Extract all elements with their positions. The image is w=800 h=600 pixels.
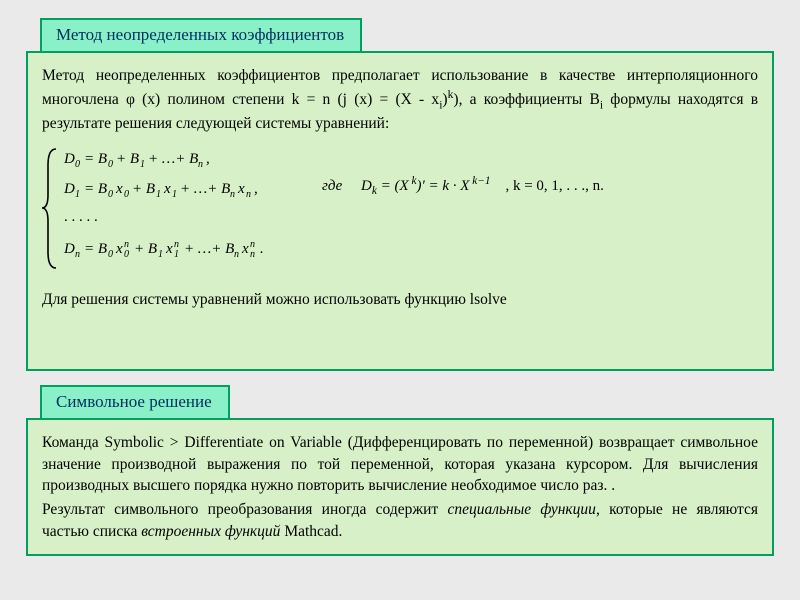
svg-text:+ …+ B: + …+ B: [148, 151, 198, 167]
svg-text:.: .: [260, 241, 264, 257]
section2-title-box: Символьное решение: [40, 385, 230, 420]
svg-text:n: n: [246, 189, 251, 200]
svg-text:x: x: [115, 241, 123, 257]
svg-text:1: 1: [156, 189, 161, 200]
svg-text:+ …+ B: + …+ B: [184, 241, 234, 257]
svg-text:D: D: [63, 151, 75, 167]
svg-text:0: 0: [75, 159, 80, 170]
svg-text:= B: = B: [84, 151, 107, 167]
svg-text:1: 1: [174, 249, 179, 260]
svg-text:+ B: + B: [134, 241, 157, 257]
svg-text:+ …+ B: + …+ B: [180, 181, 230, 197]
equation-dk: где Dk = (X k)′ = k · X k−1 , k = 0, 1, …: [302, 175, 758, 247]
section1-para1: Метод неопределенных коэффициентов предп…: [42, 65, 758, 135]
section1-body: Метод неопределенных коэффициентов предп…: [26, 51, 774, 371]
svg-text:1: 1: [172, 189, 177, 200]
svg-text:x: x: [165, 241, 173, 257]
svg-text:0: 0: [124, 249, 129, 260]
svg-text:1: 1: [140, 159, 145, 170]
svg-text:n: n: [174, 239, 179, 250]
svg-text:x: x: [237, 181, 245, 197]
svg-text:. . . . .: . . . . .: [64, 209, 98, 225]
svg-text:,: ,: [206, 151, 210, 167]
svg-text:+ B: + B: [116, 151, 139, 167]
svg-text:x: x: [163, 181, 171, 197]
svg-text:1: 1: [75, 189, 80, 200]
italic: специальные функции: [447, 501, 596, 518]
txt: Mathcad.: [280, 523, 342, 540]
section2-para1: Команда Symbolic > Differentiate on Vari…: [42, 432, 758, 497]
section2-body: Команда Symbolic > Differentiate on Vari…: [26, 418, 774, 556]
svg-text:D: D: [63, 241, 75, 257]
txt: )′ = k · X: [416, 178, 469, 194]
txt: ), а коэффициенты B: [453, 91, 599, 108]
svg-text:D: D: [63, 181, 75, 197]
svg-text:n: n: [230, 189, 235, 200]
svg-text:n: n: [250, 239, 255, 250]
svg-text:n: n: [250, 249, 255, 260]
svg-text:+ B: + B: [132, 181, 155, 197]
section1-title: Метод неопределенных коэффициентов: [56, 25, 344, 44]
svg-text:n: n: [75, 249, 80, 260]
svg-text:0: 0: [108, 189, 113, 200]
txt: где: [322, 178, 342, 194]
italic: встроенных функций: [141, 523, 280, 540]
svg-text:0: 0: [108, 249, 113, 260]
equation-row: D0 = B0 + B1 + …+ Bn , D1 = B0 x0 + B1 x…: [42, 141, 758, 281]
txt: , k = 0, 1, . . ., n.: [505, 178, 603, 194]
svg-text:n: n: [124, 239, 129, 250]
txt: = (X: [377, 178, 409, 194]
svg-text:1: 1: [158, 249, 163, 260]
section1-para2: Для решения системы уравнений можно испо…: [42, 289, 758, 311]
svg-text:x: x: [115, 181, 123, 197]
svg-text:x: x: [241, 241, 249, 257]
svg-text:0: 0: [124, 189, 129, 200]
svg-text:0: 0: [108, 159, 113, 170]
section2-para2: Результат символьного преобразования ино…: [42, 499, 758, 542]
equation-system: D0 = B0 + B1 + …+ Bn , D1 = B0 x0 + B1 x…: [42, 141, 302, 281]
svg-text:= B: = B: [84, 181, 107, 197]
section1-title-box: Метод неопределенных коэффициентов: [40, 18, 362, 53]
svg-text:n: n: [198, 159, 203, 170]
txt: D: [361, 178, 372, 194]
section2-title: Символьное решение: [56, 392, 212, 411]
svg-text:,: ,: [254, 181, 258, 197]
svg-text:= B: = B: [84, 241, 107, 257]
txt: Результат символьного преобразования ино…: [42, 501, 447, 518]
svg-text:n: n: [234, 249, 239, 260]
sup: k−1: [469, 175, 490, 187]
